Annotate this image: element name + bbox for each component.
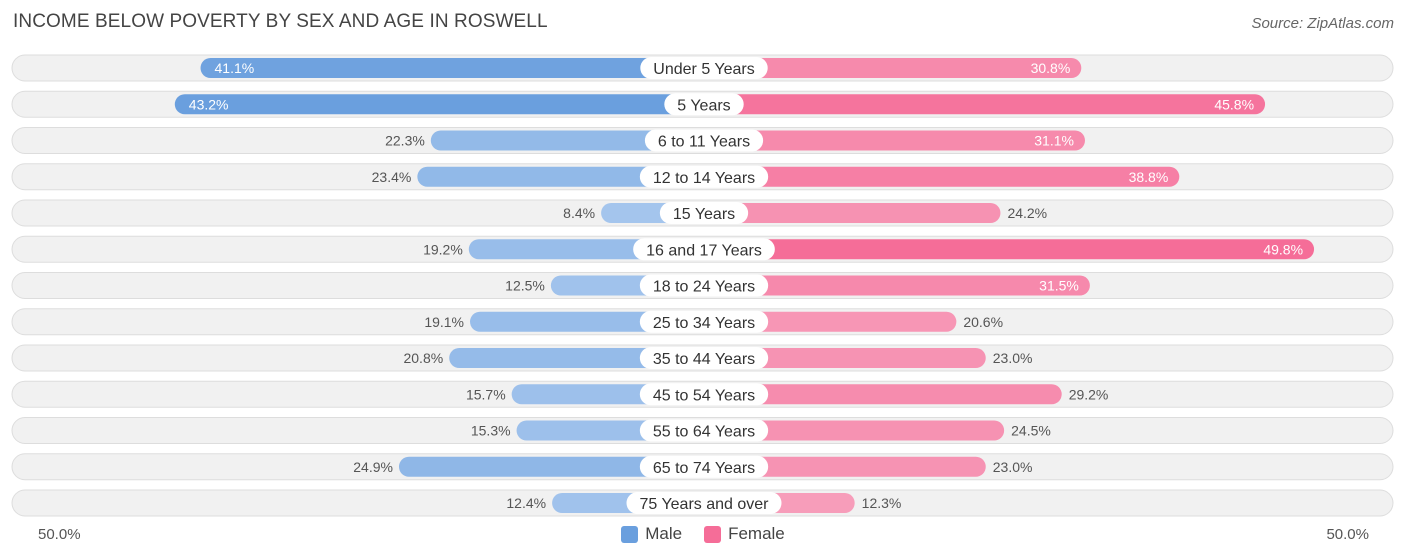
- category-label: Under 5 Years: [653, 61, 754, 78]
- chart-canvas: 41.1% 30.8% Under 5 Years 43.2% 45.8% 5 Years…: [11, 54, 1394, 517]
- legend-item-female[interactable]: Female: [704, 524, 785, 544]
- category-label: 35 to 44 Years: [653, 351, 755, 368]
- female-value-label: 45.8%: [1214, 96, 1254, 112]
- category-pill: [639, 419, 769, 442]
- legend-female-label: Female: [728, 524, 785, 543]
- female-value-label: 12.3%: [862, 495, 902, 511]
- female-value-label: 38.8%: [1129, 169, 1169, 185]
- category-pill: [640, 57, 768, 79]
- category-label: 45 to 54 Years: [653, 387, 755, 404]
- male-value-label: 20.8%: [403, 350, 443, 366]
- female-value-label: 30.8%: [1031, 60, 1071, 76]
- male-value-label: 22.3%: [385, 133, 425, 149]
- male-value-label: 41.1%: [215, 60, 255, 76]
- source-note: Source: ZipAtlas.com: [1251, 15, 1394, 32]
- category-pill: [639, 310, 769, 333]
- female-bar: [704, 203, 1001, 223]
- male-bar: [398, 456, 704, 477]
- female-value-label: 24.5%: [1011, 423, 1051, 439]
- male-value-label: 12.4%: [506, 495, 546, 511]
- female-bar: [704, 275, 1090, 296]
- legend-male-label: Male: [645, 524, 683, 543]
- female-value-label: 23.0%: [993, 350, 1033, 366]
- category-pill: [639, 455, 769, 478]
- category-label: 18 to 24 Years: [653, 279, 755, 296]
- category-label: 5 Years: [677, 97, 730, 114]
- male-value-label: 8.4%: [563, 205, 595, 221]
- female-value-label: 31.5%: [1039, 278, 1079, 294]
- male-bar: [174, 94, 705, 115]
- male-value-label: 24.9%: [353, 459, 393, 475]
- category-pill: [664, 93, 744, 116]
- male-value-label: 15.7%: [466, 386, 506, 402]
- female-value-label: 24.2%: [1007, 205, 1047, 221]
- category-label: 12 to 14 Years: [653, 170, 755, 187]
- category-label: 55 to 64 Years: [653, 424, 755, 441]
- female-swatch: [704, 525, 722, 543]
- category-label: 16 and 17 Years: [646, 242, 762, 259]
- male-value-label: 19.2%: [423, 241, 463, 257]
- female-bar: [704, 420, 1005, 441]
- category-label: 75 Years and over: [640, 496, 770, 513]
- category-pill: [626, 492, 782, 514]
- male-value-label: 15.3%: [471, 423, 511, 439]
- chart-title: INCOME BELOW POVERTY BY SEX AND AGE IN R…: [13, 11, 548, 32]
- female-value-label: 29.2%: [1069, 386, 1109, 402]
- category-label: 6 to 11 Years: [658, 134, 750, 151]
- axis-left-label: 50.0%: [38, 526, 81, 543]
- female-bar: [704, 239, 1315, 260]
- female-value-label: 20.6%: [963, 314, 1003, 330]
- male-swatch: [621, 525, 639, 543]
- male-value-label: 23.4%: [372, 169, 412, 185]
- female-bar: [704, 384, 1062, 405]
- female-bar: [704, 94, 1266, 115]
- male-bar: [430, 130, 704, 151]
- female-bar: [704, 311, 957, 332]
- category-pill: [639, 383, 769, 406]
- category-pill: [639, 165, 769, 188]
- male-bar: [417, 166, 704, 187]
- female-value-label: 31.1%: [1034, 133, 1074, 149]
- female-value-label: 49.8%: [1263, 241, 1303, 257]
- category-pill: [659, 202, 749, 224]
- female-bar: [704, 58, 1082, 78]
- category-label: 15 Years: [673, 206, 735, 223]
- female-bar: [704, 456, 986, 477]
- male-bar: [449, 348, 704, 368]
- category-pill: [633, 238, 775, 261]
- female-bar: [704, 348, 986, 368]
- male-value-label: 12.5%: [505, 278, 545, 294]
- female-bar: [704, 166, 1180, 187]
- female-value-label: 23.0%: [993, 459, 1033, 475]
- legend: Male Female: [0, 524, 1406, 544]
- category-label: 25 to 34 Years: [653, 315, 755, 332]
- category-label: 65 to 74 Years: [653, 460, 755, 477]
- male-value-label: 43.2%: [189, 96, 229, 112]
- category-pill: [639, 347, 769, 369]
- legend-item-male[interactable]: Male: [621, 524, 682, 544]
- female-bar: [704, 130, 1085, 151]
- axis-right-label: 50.0%: [1326, 526, 1369, 543]
- male-bar: [200, 58, 704, 78]
- category-pill: [639, 274, 769, 297]
- category-pill: [644, 129, 764, 152]
- male-value-label: 19.1%: [424, 314, 464, 330]
